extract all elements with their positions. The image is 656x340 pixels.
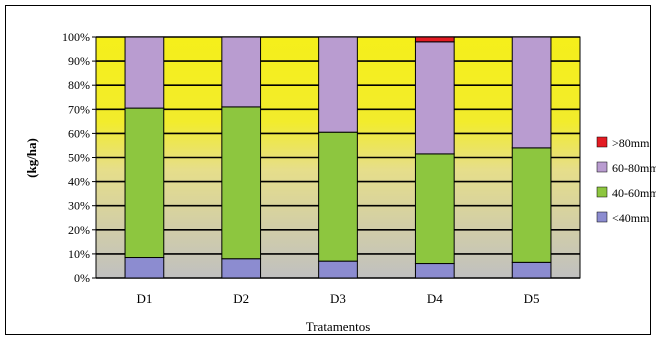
y-tick-label: 10% — [68, 247, 90, 261]
legend-swatch — [596, 186, 608, 198]
legend-label: 40-60mm — [612, 186, 656, 200]
bar-segment — [318, 260, 358, 279]
x-tick-label: D4 — [427, 291, 443, 306]
y-tick-labels: 0% 10% 20% 30% 40% 50% 60% 70% 80% 90% 100% — [62, 30, 90, 285]
y-tick-label: 60% — [68, 126, 90, 140]
x-tick-label: D5 — [524, 291, 540, 306]
x-tick-label: D3 — [330, 291, 346, 306]
bar-segment — [414, 41, 455, 155]
bar-segment — [414, 153, 455, 265]
y-tick-label: 80% — [68, 78, 90, 92]
x-tick-label: D2 — [233, 291, 249, 306]
bar-segment — [221, 258, 262, 279]
y-tick-label: 90% — [68, 54, 90, 68]
bar-segment — [124, 257, 165, 279]
bar-segment — [221, 36, 262, 108]
bar-segment — [318, 131, 358, 262]
legend-label: <40mm — [612, 211, 650, 225]
bar-segment — [511, 261, 552, 279]
y-axis-label: (kg/ha) — [24, 138, 39, 178]
legend: >80mm 60-80mm 40-60mm <40mm — [596, 136, 656, 225]
x-tick-labels: D1 D2 D3 D4 D5 — [136, 291, 539, 306]
bar-segment — [511, 36, 552, 149]
y-tick-label: 70% — [68, 102, 90, 116]
bar-segment — [221, 106, 262, 260]
bar-segment — [318, 36, 358, 133]
y-tick-label: 30% — [68, 199, 90, 213]
x-tick-label: D1 — [136, 291, 152, 306]
bar-segment — [414, 36, 455, 43]
legend-label: 60-80mm — [612, 161, 656, 175]
legend-label: >80mm — [612, 136, 650, 150]
bar-segment — [511, 147, 552, 263]
bars — [124, 36, 552, 279]
legend-swatch — [596, 136, 608, 148]
y-tick-label: 100% — [62, 30, 90, 44]
bar-segment — [124, 107, 165, 259]
x-axis-label: Tratamentos — [306, 319, 371, 334]
legend-swatch — [596, 161, 608, 173]
y-tick-label: 20% — [68, 223, 90, 237]
y-tick-label: 40% — [68, 175, 90, 189]
bar-segment — [124, 36, 165, 109]
y-tick-label: 50% — [68, 151, 90, 165]
legend-swatch — [596, 211, 608, 223]
bar-segment — [414, 263, 455, 279]
y-tick-label: 0% — [74, 271, 90, 285]
